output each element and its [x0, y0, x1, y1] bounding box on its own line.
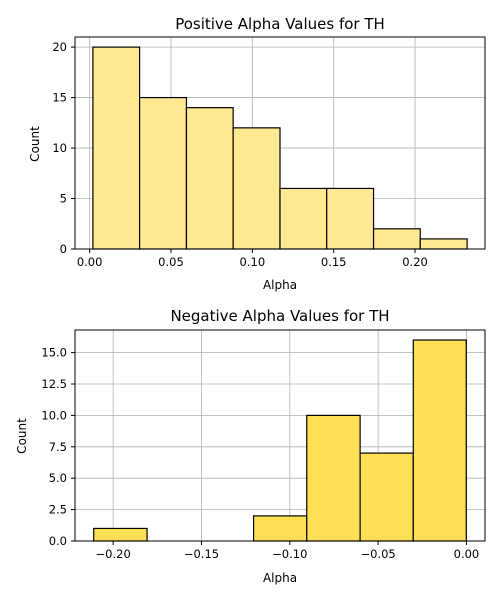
y-axis-ticks: 0 5 10 15 20 — [52, 40, 75, 256]
x-axis-ticks: −0.20 −0.15 −0.10 −0.05 0.00 — [96, 541, 480, 561]
histogram-bar — [326, 187, 375, 250]
y-tick-label: 12.5 — [41, 377, 67, 391]
x-tick-label: 0.00 — [454, 547, 480, 561]
histogram-bar — [419, 238, 468, 250]
chart-title: Negative Alpha Values for TH — [170, 307, 389, 325]
y-tick-label: 15 — [52, 91, 67, 105]
histogram-bar — [252, 515, 308, 542]
y-tick-label: 15.0 — [41, 346, 67, 360]
histogram-bar — [359, 452, 414, 542]
x-tick-label: −0.05 — [361, 547, 396, 561]
histogram-bar — [138, 96, 188, 250]
x-tick-label: −0.15 — [184, 547, 219, 561]
histogram-bar — [306, 414, 361, 542]
histogram-bar — [232, 127, 281, 250]
histogram-bar — [92, 46, 141, 250]
negative-alpha-histogram: Negative Alpha Values for TH −0.20 −0.15−… — [15, 307, 486, 585]
y-tick-label: 5.0 — [49, 471, 67, 485]
x-tick-label: 0.05 — [158, 255, 184, 269]
histogram-bars — [93, 339, 467, 542]
plot-frame — [74, 36, 486, 250]
y-tick-label: 0 — [60, 242, 67, 256]
x-axis-ticks: 0.00 0.05 0.10 0.15 0.20 — [77, 249, 428, 269]
y-tick-label: 5 — [60, 192, 67, 206]
plot-frame — [74, 329, 486, 542]
y-tick-label: 2.5 — [49, 503, 67, 517]
y-tick-label: 0.0 — [49, 534, 67, 548]
histogram-bar — [372, 228, 421, 250]
histogram-bar — [93, 527, 148, 542]
x-tick-label: 0.20 — [402, 255, 428, 269]
histogram-bar — [185, 107, 234, 250]
x-tick-label: −0.20 — [96, 547, 131, 561]
y-tick-label: 20 — [52, 40, 67, 54]
y-axis-label: Count — [15, 418, 29, 454]
histogram-bar — [279, 187, 328, 250]
y-axis-ticks: 0.0 2.5 5.0 7.5 10.0 12.5 15.0 — [41, 346, 75, 548]
x-axis-label: Alpha — [263, 278, 297, 292]
x-axis-label: Alpha — [263, 571, 297, 585]
y-tick-label: 7.5 — [49, 440, 67, 454]
chart-title: Positive Alpha Values for TH — [175, 15, 385, 33]
x-tick-label: 0.10 — [240, 255, 266, 269]
histogram-bar — [412, 339, 467, 542]
y-tick-label: 10 — [52, 141, 67, 155]
positive-alpha-histogram: Positive Alpha Values for TH 0.00 0.05 0.1… — [28, 15, 486, 292]
y-axis-label: Count — [28, 126, 42, 162]
x-tick-label: −0.10 — [272, 547, 307, 561]
x-tick-label: 0.00 — [77, 255, 103, 269]
y-tick-label: 10.0 — [41, 408, 67, 422]
x-tick-label: 0.15 — [321, 255, 347, 269]
